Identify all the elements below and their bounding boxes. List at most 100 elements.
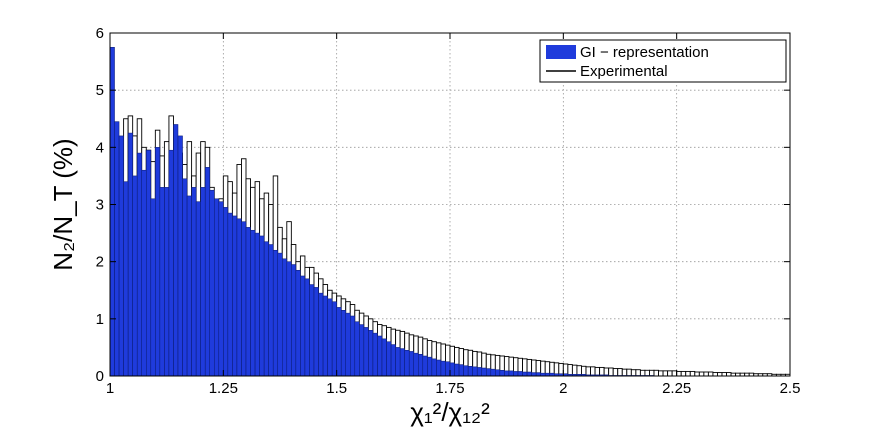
- gi-representation-bar: [236, 218, 242, 377]
- y-tick-label: 4: [96, 139, 104, 156]
- gi-representation-bar: [146, 149, 152, 377]
- gi-representation-bar: [390, 344, 396, 377]
- x-axis-label: χ₁²/χ₁₂²: [410, 397, 490, 427]
- gi-representation-bar: [118, 135, 124, 377]
- gi-representation-bar: [368, 330, 374, 377]
- gi-representation-bar: [322, 295, 328, 377]
- gi-representation-bar: [259, 235, 265, 377]
- gi-representation-bar: [526, 371, 532, 377]
- gi-representation-bar: [458, 364, 464, 377]
- gi-representation-bar: [268, 244, 274, 377]
- experimental-bar: [726, 372, 732, 377]
- gi-representation-bar: [431, 358, 437, 377]
- legend-box: [539, 39, 787, 83]
- gi-representation-bar: [295, 269, 301, 377]
- x-tick-label: 1.75: [435, 380, 464, 397]
- gi-representation-bar: [508, 370, 514, 377]
- gi-representation-bar: [418, 354, 424, 377]
- legend-swatch-gi-representation: [546, 45, 576, 59]
- gi-representation-bar: [331, 301, 337, 377]
- gi-representation-bar: [486, 368, 492, 377]
- experimental-bar: [626, 368, 632, 377]
- gi-representation-bar: [250, 229, 256, 377]
- gi-representation-bar: [186, 195, 192, 377]
- experimental-bar: [685, 370, 691, 377]
- x-tick-label: 1: [106, 380, 114, 397]
- gi-representation-bar: [445, 361, 451, 377]
- gi-representation-bar: [191, 187, 197, 377]
- gi-representation-bar: [218, 201, 224, 377]
- experimental-bar: [658, 370, 664, 377]
- gi-representation-bar: [454, 363, 460, 377]
- gi-representation-bar: [413, 352, 419, 377]
- gi-representation-bar: [327, 298, 333, 377]
- experimental-bar: [694, 371, 700, 377]
- gi-representation-bar: [531, 372, 537, 377]
- gi-representation-bar: [159, 187, 165, 377]
- experimental-bar: [608, 367, 614, 377]
- gi-representation-bar: [490, 368, 496, 377]
- gi-representation-bar: [109, 47, 115, 377]
- gi-representation-bar: [177, 135, 183, 377]
- experimental-bar: [639, 369, 646, 377]
- experimental-bar: [630, 369, 637, 377]
- experimental-bar: [703, 371, 709, 377]
- experimental-bar: [676, 370, 682, 377]
- experimental-bar: [721, 372, 727, 377]
- experimental-bar: [649, 369, 655, 377]
- gi-representation-bar: [309, 284, 315, 377]
- gi-representation-bar: [440, 360, 446, 377]
- gi-representation-bar: [241, 221, 247, 377]
- x-tick-label: 2: [559, 380, 567, 397]
- y-axis-label: N₂/N_T (%): [48, 138, 78, 270]
- gi-representation-bar: [300, 275, 306, 377]
- experimental-bar: [667, 370, 673, 377]
- gi-representation-bar: [499, 370, 505, 377]
- legend-label-experimental: Experimental: [580, 63, 668, 80]
- x-axis-ticks: 1 1.25 1.5 1.75 2 2.25 2.5: [106, 33, 800, 397]
- gi-representation-bar: [463, 365, 469, 377]
- gi-representation-bar: [209, 189, 215, 377]
- y-tick-label: 6: [96, 25, 104, 42]
- gi-representation-bar: [132, 175, 138, 377]
- gi-representation-bar: [263, 241, 269, 377]
- y-axis-ticks: 0 1 2 3 4 5 6: [96, 25, 790, 385]
- gi-representation-bar: [204, 167, 210, 377]
- gi-representation-bar: [164, 187, 170, 377]
- gi-representation-bar: [336, 307, 342, 377]
- gi-representation-bar: [127, 132, 133, 377]
- gi-representation-bar: [467, 366, 473, 377]
- experimental-bar: [662, 370, 669, 377]
- gi-representation-bar: [313, 287, 319, 377]
- gi-representation-bar: [517, 371, 523, 377]
- gi-representation-bar: [114, 121, 120, 377]
- y-tick-label: 3: [96, 197, 104, 214]
- experimental-bar: [653, 369, 659, 377]
- gi-representation-bar: [354, 321, 360, 377]
- experimental-bar: [680, 370, 687, 377]
- experimental-bar: [689, 370, 696, 377]
- experimental-bar: [717, 372, 723, 377]
- gi-representation-bar: [495, 369, 501, 377]
- experimental-bar: [617, 368, 623, 377]
- gi-representation-bar: [372, 332, 378, 377]
- experimental-bar: [621, 368, 628, 377]
- gi-representation-bar: [522, 371, 528, 377]
- gi-representation-bar: [476, 367, 482, 377]
- gi-representation-bar: [504, 370, 510, 377]
- gi-representation-bar: [422, 355, 428, 377]
- gi-representation-bar: [472, 366, 478, 377]
- gi-representation-bar: [404, 350, 410, 377]
- y-tick-label: 5: [96, 82, 104, 99]
- gi-representation-bar: [427, 356, 433, 377]
- gi-representation-bar: [377, 335, 383, 377]
- gi-representation-bar: [304, 278, 310, 377]
- experimental-bar: [612, 368, 619, 377]
- gi-representation-bar: [277, 252, 283, 377]
- gi-representation-bar: [481, 367, 487, 377]
- gi-representation-bar: [155, 147, 161, 377]
- gi-representation-bar: [535, 372, 541, 377]
- gi-representation-bar: [363, 327, 369, 377]
- gi-representation-bar: [386, 341, 392, 377]
